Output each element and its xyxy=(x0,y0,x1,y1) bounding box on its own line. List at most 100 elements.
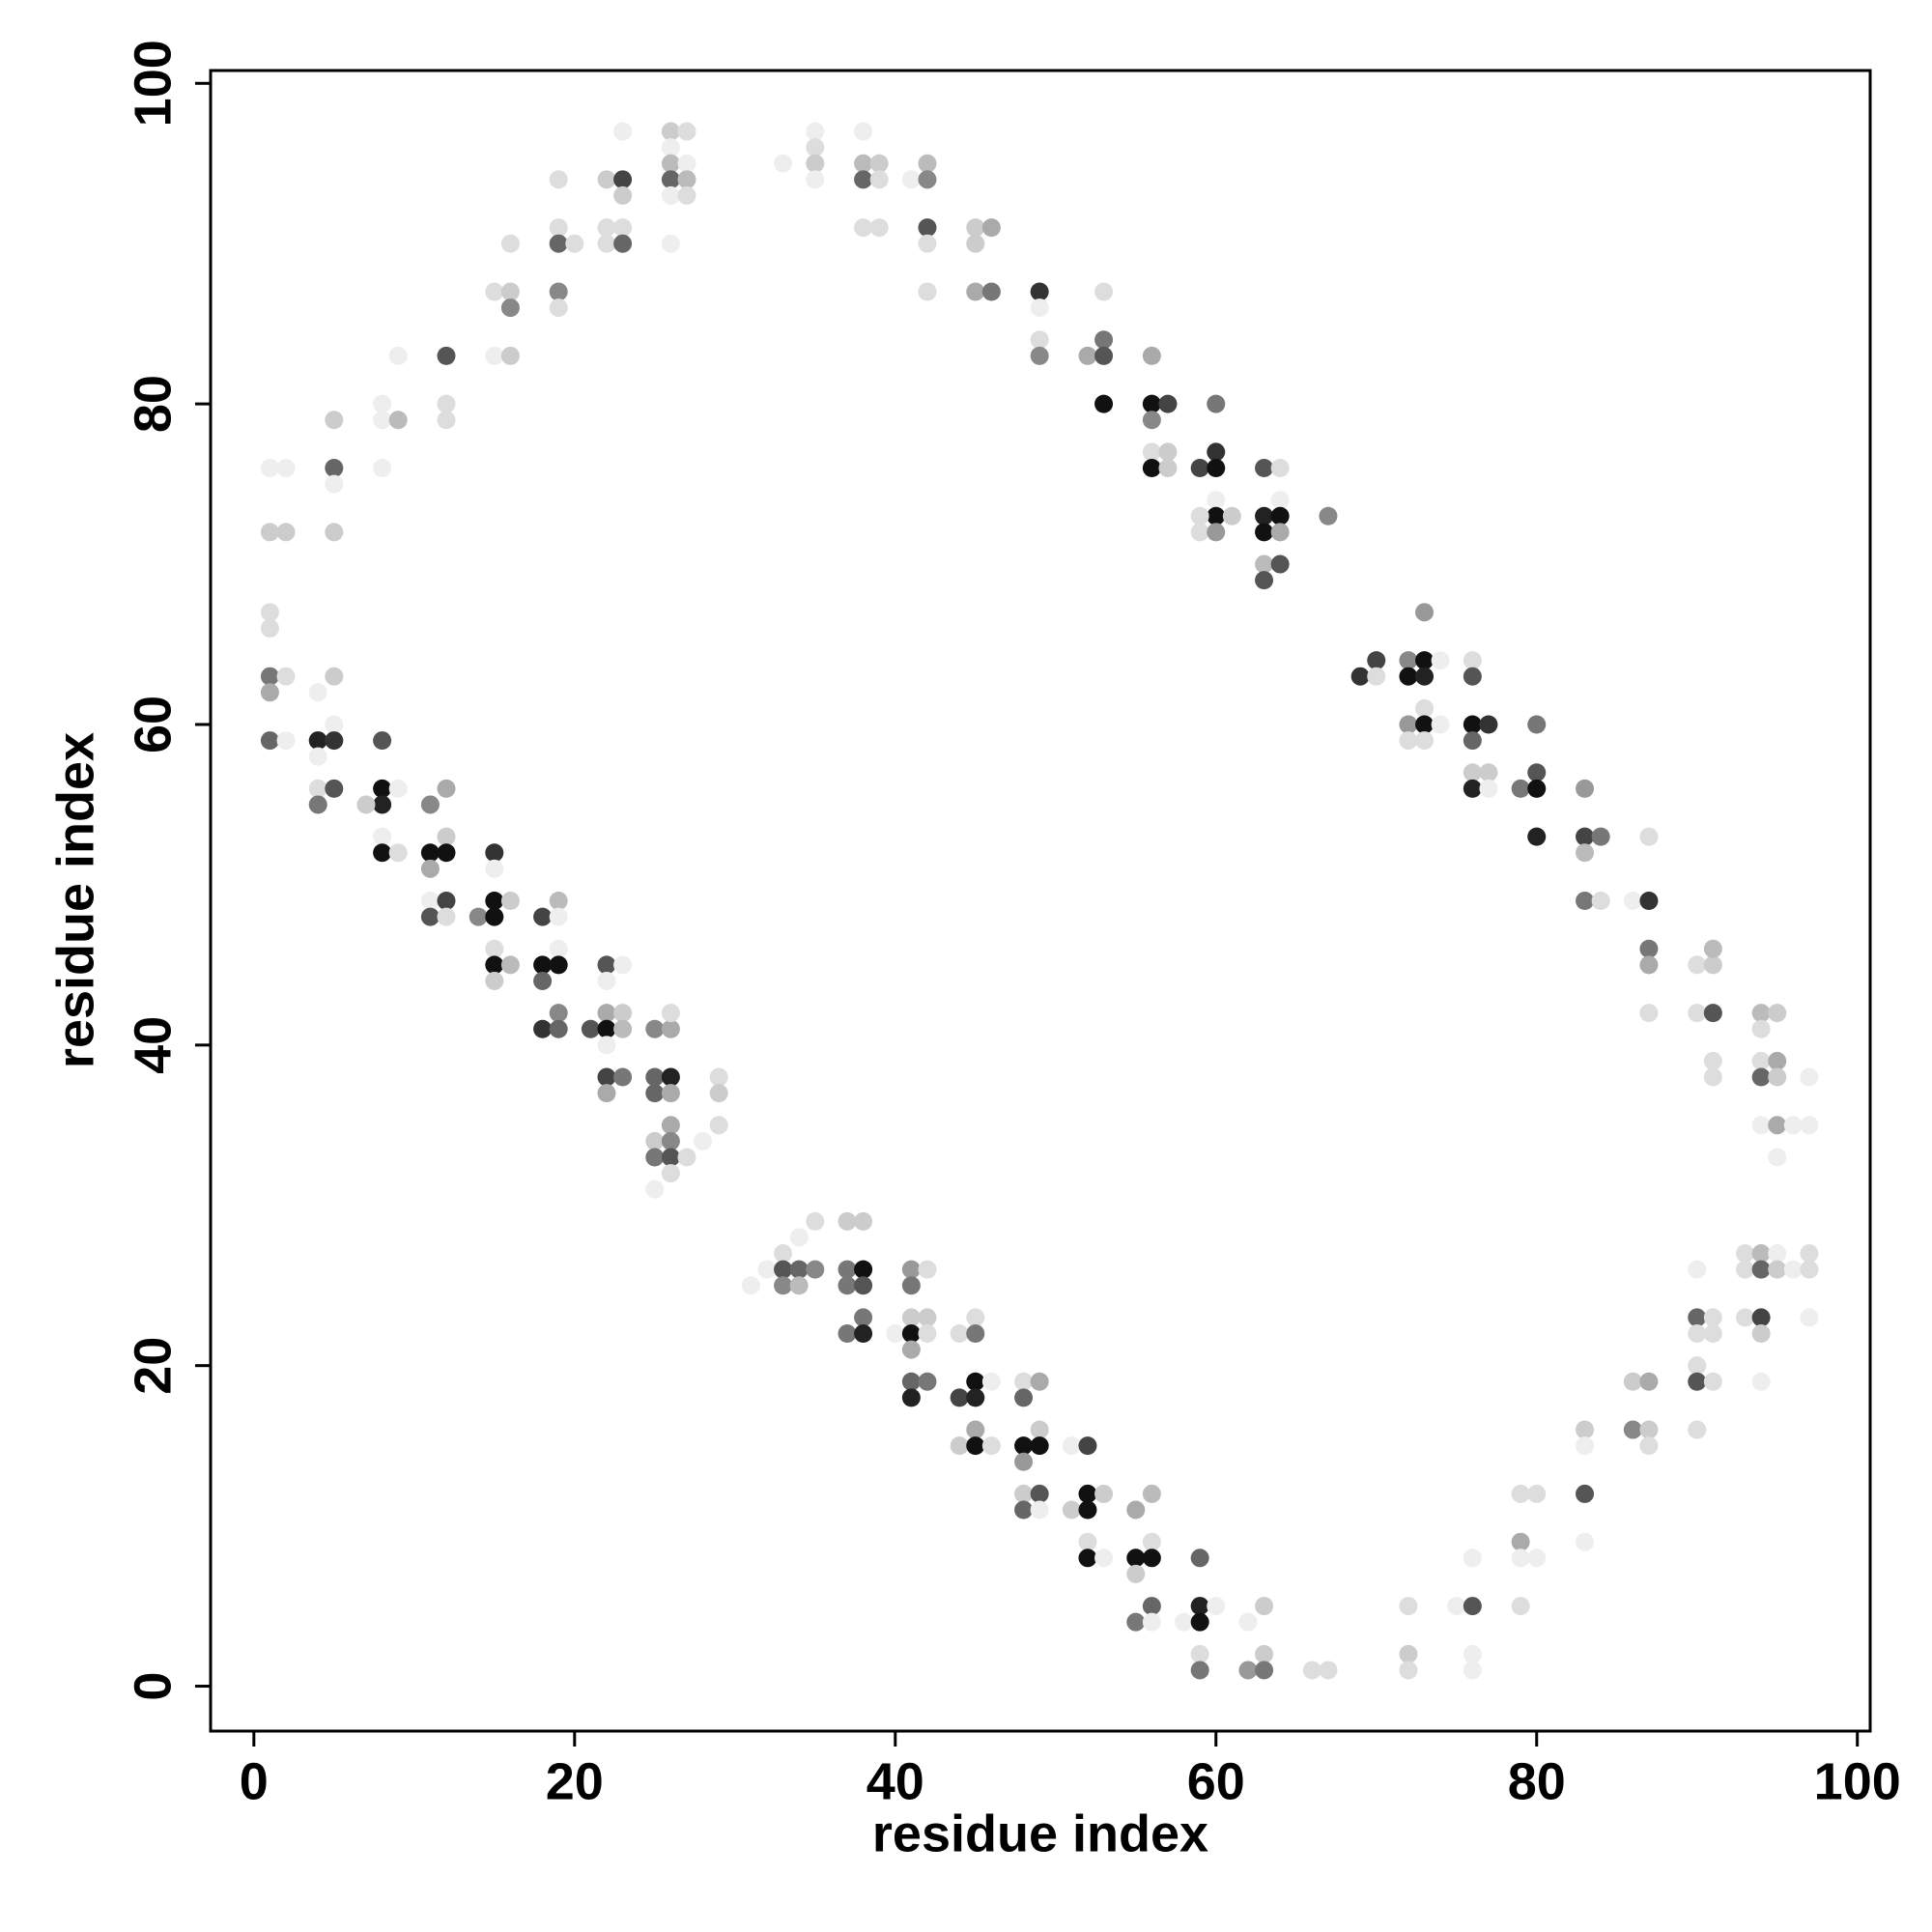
contact-point xyxy=(597,1004,616,1023)
contact-point xyxy=(661,1148,680,1167)
contact-point xyxy=(373,731,392,751)
contact-point xyxy=(918,170,937,189)
contact-point xyxy=(276,458,296,477)
contact-point xyxy=(549,170,568,189)
contact-point xyxy=(869,170,889,189)
contact-point xyxy=(1094,1548,1114,1568)
contact-point xyxy=(1126,1500,1146,1520)
contact-point xyxy=(966,1436,985,1456)
contact-point xyxy=(1576,1532,1595,1551)
contact-point xyxy=(838,1260,857,1279)
contact-point xyxy=(1576,1420,1595,1439)
contact-point xyxy=(1030,298,1049,318)
contact-point xyxy=(1479,763,1498,782)
contact-point xyxy=(373,827,392,846)
contact-point xyxy=(806,1211,825,1231)
contact-point xyxy=(1703,1372,1722,1391)
contact-point xyxy=(613,1067,633,1087)
contact-point xyxy=(918,154,937,173)
contact-point xyxy=(1639,1372,1659,1391)
contact-point xyxy=(597,218,616,238)
contact-point xyxy=(709,1084,728,1103)
contact-point xyxy=(1094,394,1114,413)
contact-point xyxy=(1736,1260,1755,1279)
contact-point xyxy=(1415,667,1435,686)
y-tick-label: 20 xyxy=(124,1337,182,1395)
contact-point xyxy=(437,394,456,413)
contact-point xyxy=(1142,1612,1161,1632)
contact-point xyxy=(260,458,279,477)
contact-point xyxy=(1142,394,1161,413)
contact-point xyxy=(645,1179,665,1199)
contact-point xyxy=(613,1019,633,1038)
contact-point xyxy=(260,523,279,542)
contact-point xyxy=(613,1004,633,1023)
contact-point xyxy=(260,618,279,638)
contact-point xyxy=(1703,1004,1722,1023)
contact-point xyxy=(1783,1116,1803,1135)
contact-point xyxy=(1463,1548,1482,1568)
contact-point xyxy=(1207,491,1226,510)
contact-point xyxy=(565,234,584,253)
contact-point xyxy=(1751,1051,1771,1070)
contact-point xyxy=(1142,458,1161,477)
contact-point xyxy=(1736,1308,1755,1327)
contact-point xyxy=(1126,1548,1146,1568)
x-tick-label: 80 xyxy=(1508,1752,1566,1810)
contact-point xyxy=(420,907,440,926)
contact-point xyxy=(356,795,376,814)
contact-point xyxy=(597,234,616,253)
contact-point xyxy=(661,170,680,189)
contact-point xyxy=(966,1308,985,1327)
contact-point xyxy=(1190,1597,1209,1616)
contact-point xyxy=(420,892,440,910)
contact-point xyxy=(308,795,327,814)
contact-point xyxy=(260,667,279,686)
contact-point xyxy=(774,1260,793,1279)
contact-point xyxy=(774,154,793,173)
contact-point xyxy=(854,170,873,189)
contact-point xyxy=(1751,1004,1771,1023)
contact-point xyxy=(854,122,873,141)
contact-point xyxy=(645,1067,665,1087)
contact-point xyxy=(789,1276,809,1295)
contact-point xyxy=(901,1308,921,1327)
contact-point xyxy=(485,892,504,910)
contact-point xyxy=(388,346,408,365)
contact-point xyxy=(1800,1116,1819,1135)
contact-point xyxy=(613,234,633,253)
contact-point xyxy=(485,346,504,365)
contact-point xyxy=(950,1324,969,1344)
contact-point xyxy=(1078,1548,1097,1568)
contact-point xyxy=(1800,1244,1819,1264)
contact-point xyxy=(1736,1244,1755,1264)
contact-point xyxy=(918,1372,937,1391)
contact-point xyxy=(1190,1612,1209,1632)
contact-point xyxy=(1800,1260,1819,1279)
contact-point xyxy=(1576,779,1595,798)
contact-point xyxy=(1415,731,1435,751)
contact-point xyxy=(774,1244,793,1264)
contact-point xyxy=(1576,892,1595,910)
contact-point xyxy=(661,185,680,205)
contact-point xyxy=(276,731,296,751)
contact-point xyxy=(901,1388,921,1407)
contact-point xyxy=(709,1067,728,1087)
y-tick-label: 60 xyxy=(124,696,182,753)
contact-point xyxy=(901,1276,921,1295)
contact-point xyxy=(1207,1597,1226,1616)
contact-point xyxy=(661,1131,680,1151)
contact-point xyxy=(1688,1372,1707,1391)
contact-point xyxy=(1270,523,1290,542)
contact-point xyxy=(500,282,520,301)
contact-point xyxy=(533,907,553,926)
contact-point xyxy=(1688,1260,1707,1279)
contact-point xyxy=(485,955,504,975)
contact-point xyxy=(806,1260,825,1279)
contact-point xyxy=(485,843,504,863)
contact-point xyxy=(1415,715,1435,734)
contact-point xyxy=(1639,1420,1659,1439)
contact-point xyxy=(549,907,568,926)
contact-point xyxy=(437,892,456,910)
contact-point xyxy=(1751,1019,1771,1038)
